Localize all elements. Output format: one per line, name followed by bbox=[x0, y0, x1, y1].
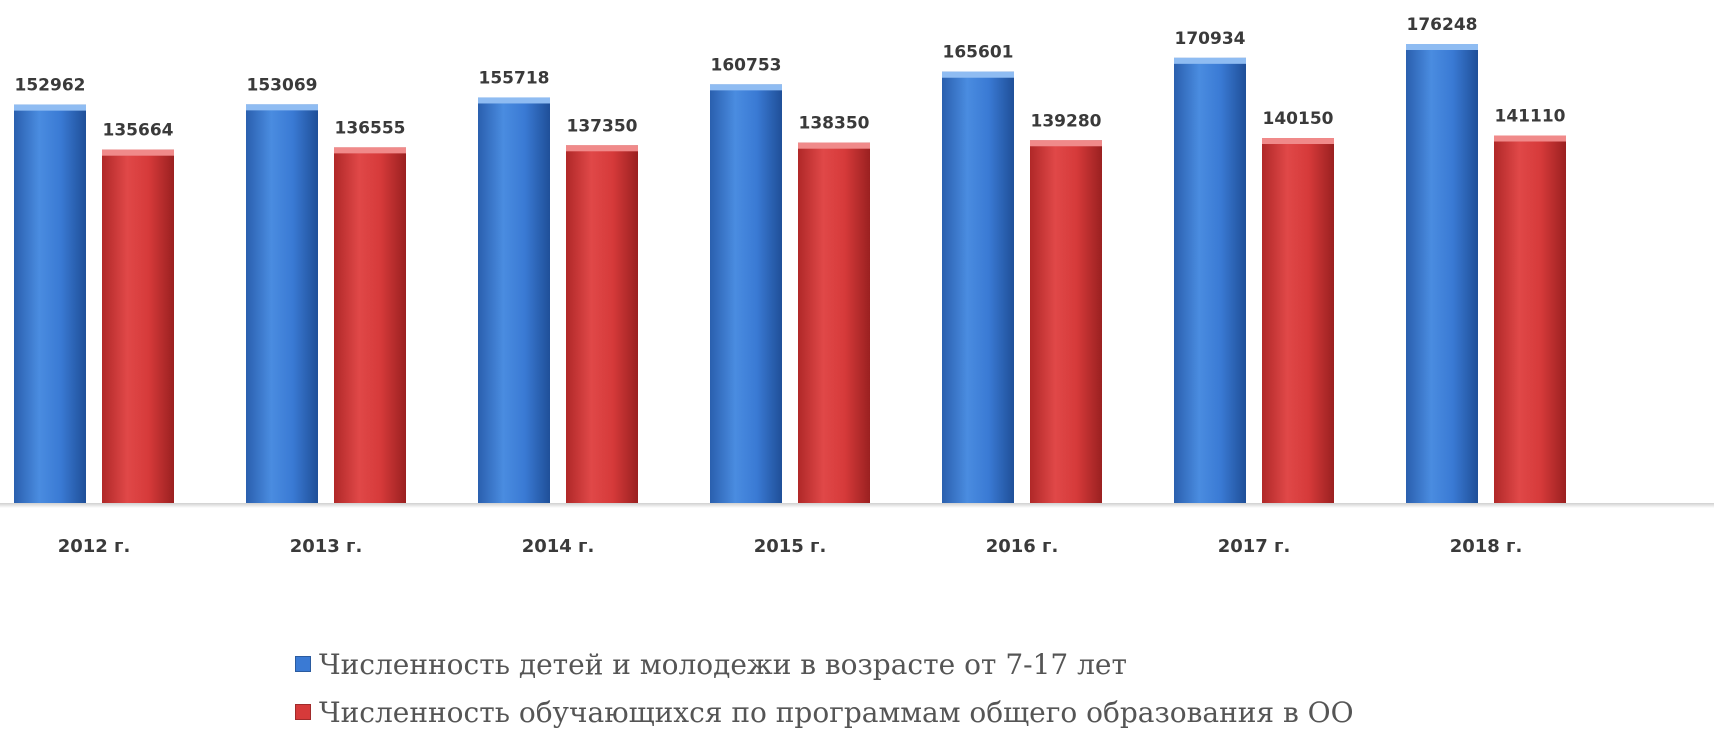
bar-cap-series-1-3 bbox=[710, 84, 782, 91]
x-tick-label-1: 2013 г. bbox=[290, 536, 363, 557]
bar-series-1-6 bbox=[1406, 44, 1478, 503]
legend-label-series-1: Численность детей и молодежи в возрасте … bbox=[319, 647, 1127, 681]
bar-series-2-5 bbox=[1262, 138, 1334, 504]
data-label-series-1-3: 160753 bbox=[711, 55, 782, 75]
data-label-series-1-6: 176248 bbox=[1407, 15, 1478, 35]
bar-series-2-3 bbox=[798, 142, 870, 503]
bar-chart: 152962 135664 153069 136555 155718 137350 1607… bbox=[0, 15, 1714, 557]
bar-series-1-1 bbox=[246, 104, 318, 503]
bar-series-1-0 bbox=[14, 104, 86, 504]
data-label-series-2-6: 141110 bbox=[1495, 107, 1566, 127]
legend-item-series-1: Численность детей и молодежи в возрасте … bbox=[295, 640, 1354, 688]
bar-cap-series-2-0 bbox=[102, 149, 174, 156]
bar-series-2-1 bbox=[334, 147, 406, 503]
bar-cap-series-1-1 bbox=[246, 104, 318, 111]
bar-series-1-4 bbox=[942, 71, 1014, 504]
data-label-series-1-1: 153069 bbox=[247, 75, 318, 95]
bar-series-2-0 bbox=[102, 149, 174, 503]
data-label-series-2-0: 135664 bbox=[103, 121, 174, 141]
bar-cap-series-1-2 bbox=[478, 97, 550, 104]
x-tick-label-0: 2012 г. bbox=[58, 536, 131, 557]
bar-cap-series-2-5 bbox=[1262, 138, 1334, 145]
bar-cap-series-1-0 bbox=[14, 104, 86, 111]
bar-cap-series-2-2 bbox=[566, 145, 638, 152]
data-label-series-1-5: 170934 bbox=[1175, 29, 1246, 49]
data-label-series-2-2: 137350 bbox=[567, 116, 638, 136]
bar-series-1-2 bbox=[478, 97, 550, 503]
legend-label-series-2: Численность обучающихся по программам об… bbox=[319, 695, 1354, 729]
data-label-series-2-4: 139280 bbox=[1031, 111, 1102, 131]
bar-series-1-5 bbox=[1174, 57, 1246, 503]
data-label-series-1-4: 165601 bbox=[943, 43, 1014, 63]
legend-item-series-2: Численность обучающихся по программам об… bbox=[295, 688, 1354, 736]
bar-cap-series-1-6 bbox=[1406, 44, 1478, 50]
bar-series-2-6 bbox=[1494, 135, 1566, 503]
bar-cap-series-2-1 bbox=[334, 147, 406, 154]
chart-floor bbox=[0, 503, 1714, 508]
x-tick-label-6: 2018 г. bbox=[1450, 536, 1523, 557]
data-label-series-1-0: 152962 bbox=[15, 76, 86, 96]
data-label-series-2-5: 140150 bbox=[1263, 109, 1334, 129]
legend-swatch-blue bbox=[295, 656, 311, 672]
bar-series-2-2 bbox=[566, 145, 638, 504]
bar-series-2-4 bbox=[1030, 140, 1102, 503]
bar-cap-series-2-6 bbox=[1494, 135, 1566, 142]
bar-cap-series-1-5 bbox=[1174, 57, 1246, 64]
bar-cap-series-2-4 bbox=[1030, 140, 1102, 147]
x-tick-label-2: 2014 г. bbox=[522, 536, 595, 557]
x-tick-label-5: 2017 г. bbox=[1218, 536, 1291, 557]
data-label-series-2-3: 138350 bbox=[799, 114, 870, 134]
data-label-series-2-1: 136555 bbox=[335, 118, 406, 138]
legend-swatch-red bbox=[295, 704, 311, 720]
legend: Численность детей и молодежи в возрасте … bbox=[295, 640, 1354, 736]
x-tick-label-3: 2015 г. bbox=[754, 536, 827, 557]
x-tick-label-4: 2016 г. bbox=[986, 536, 1059, 557]
data-label-series-1-2: 155718 bbox=[479, 68, 550, 88]
bar-series-1-3 bbox=[710, 84, 782, 503]
bar-cap-series-2-3 bbox=[798, 142, 870, 149]
bar-cap-series-1-4 bbox=[942, 71, 1014, 78]
